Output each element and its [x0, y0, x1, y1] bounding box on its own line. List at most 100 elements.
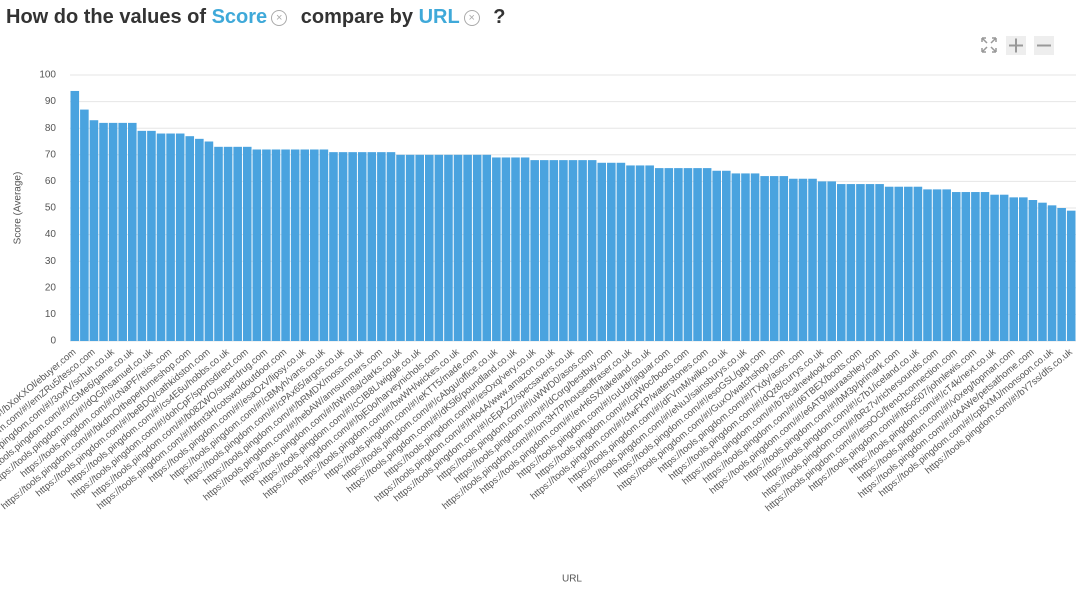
- bar: [520, 157, 530, 341]
- bar: [195, 138, 204, 341]
- bar: [645, 165, 654, 341]
- title-middle: compare by: [300, 6, 414, 28]
- y-tick-label: 60: [45, 176, 57, 187]
- bar: [932, 189, 942, 341]
- bar: [1009, 197, 1019, 341]
- bar: [779, 176, 789, 341]
- bar: [415, 154, 424, 341]
- bar: [281, 149, 290, 341]
- bar: [1019, 197, 1028, 341]
- measure[interactable]: Score: [211, 6, 268, 28]
- title-suffix: ?: [493, 6, 506, 28]
- bar: [904, 186, 913, 341]
- bar: [568, 160, 578, 341]
- bar: [884, 186, 894, 341]
- bar: [357, 152, 367, 341]
- bar: [559, 160, 568, 341]
- bar: [722, 170, 731, 341]
- bar: [396, 154, 405, 341]
- bar: [875, 184, 884, 341]
- bar: [70, 90, 80, 342]
- bar: [137, 130, 147, 341]
- bar: [300, 149, 310, 341]
- bar: [856, 184, 865, 341]
- bar: [980, 192, 990, 341]
- bar: [731, 173, 741, 341]
- bar: [405, 154, 415, 341]
- bar: [80, 109, 89, 341]
- bar: [252, 149, 262, 341]
- remove-measure[interactable]: ×: [271, 10, 288, 26]
- bar: [827, 181, 836, 341]
- bar: [271, 149, 281, 341]
- bar: [166, 133, 175, 341]
- bar: [1066, 210, 1076, 341]
- bar: [712, 170, 722, 341]
- y-tick-label: 50: [45, 203, 57, 214]
- bar: [204, 141, 214, 341]
- bar: [1038, 202, 1047, 341]
- bar: [971, 192, 980, 341]
- bar: [817, 181, 827, 341]
- y-tick-label: 20: [45, 282, 57, 293]
- bar: [463, 154, 472, 341]
- bar: [942, 189, 951, 341]
- bar: [310, 149, 319, 341]
- bar: [492, 157, 501, 341]
- bar: [99, 122, 108, 341]
- bar: [501, 157, 511, 341]
- bar: [578, 160, 587, 341]
- bar: [511, 157, 520, 341]
- bar: [367, 152, 377, 341]
- bar: [654, 168, 664, 341]
- bar: [789, 178, 798, 341]
- remove-dimension[interactable]: ×: [463, 10, 480, 26]
- bar: [798, 178, 808, 341]
- y-tick-label: 80: [45, 123, 57, 134]
- y-tick-label: 10: [45, 309, 57, 320]
- bar: [549, 160, 559, 341]
- bar: [999, 194, 1009, 341]
- bar: [990, 194, 999, 341]
- bar: [865, 184, 875, 341]
- bar: [635, 165, 645, 341]
- bar: [750, 173, 760, 341]
- dimension[interactable]: URL: [418, 6, 460, 28]
- bar: [424, 154, 434, 341]
- bar: [894, 186, 904, 341]
- bar: [1028, 200, 1038, 341]
- bar: [329, 152, 338, 341]
- bar: [626, 165, 635, 341]
- bar: [607, 162, 616, 341]
- bar: [319, 149, 329, 341]
- bar: [223, 146, 233, 341]
- bar: [683, 168, 693, 341]
- bar: [530, 160, 539, 341]
- bar: [214, 146, 223, 341]
- bar: [769, 176, 779, 341]
- bar: [597, 162, 607, 341]
- bar: [147, 130, 156, 341]
- bar: [89, 120, 99, 341]
- bar: [961, 192, 971, 341]
- bar: [808, 178, 817, 341]
- bar: [760, 176, 769, 341]
- bar: [539, 160, 549, 341]
- expand-icon[interactable]: [981, 37, 997, 53]
- bar: [338, 152, 348, 341]
- bar: [1047, 205, 1057, 341]
- y-tick-label: 40: [45, 229, 57, 240]
- bar: [127, 122, 137, 341]
- bar: [693, 168, 702, 341]
- y-tick-label: 30: [45, 256, 57, 267]
- bar: [434, 154, 444, 341]
- bar: [185, 136, 195, 341]
- zoom-in-icon: [1009, 38, 1023, 53]
- bar: [290, 149, 300, 341]
- bar: [616, 162, 626, 341]
- x-axis-label: URL: [562, 574, 582, 585]
- bar: [108, 122, 118, 341]
- y-tick-label: 0: [50, 336, 56, 347]
